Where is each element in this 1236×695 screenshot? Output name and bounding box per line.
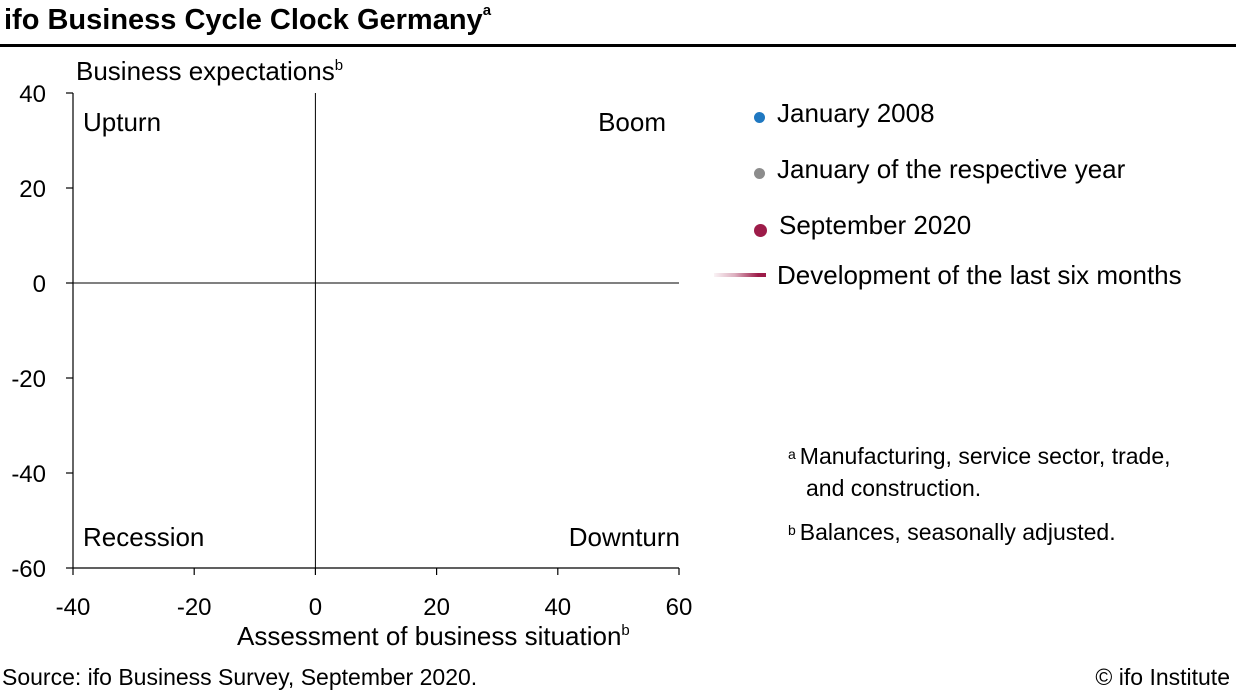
y-tick-label: -40	[11, 461, 46, 488]
footnote-b-line1: Balances, seasonally adjusted.	[799, 519, 1116, 545]
footnote-b-mark: b	[788, 522, 796, 538]
legend-label: January 2008	[777, 98, 935, 128]
footnote-a: a Manufacturing, service sector, trade,	[788, 440, 1171, 472]
chart-title-text: ifo Business Cycle Clock Germany	[4, 4, 483, 36]
legend-dot-red	[754, 224, 767, 237]
x-tick-label: 20	[423, 594, 450, 621]
footnote-a-cont: and construction.	[788, 472, 1171, 504]
y-tick-label: 20	[19, 176, 46, 203]
x-tick-label: -40	[56, 594, 91, 621]
y-tick-label: 0	[33, 271, 46, 298]
source-note: Source: ifo Business Survey, September 2…	[2, 664, 478, 690]
legend-label: September 2020	[779, 210, 972, 240]
y-tick-label: -60	[11, 556, 46, 583]
x-tick-label: 0	[309, 594, 322, 621]
chart-title: ifo Business Cycle Clock Germanya	[4, 2, 492, 37]
x-tick-label: -20	[177, 594, 212, 621]
legend-line-gradient	[714, 273, 766, 277]
copyright: © ifo Institute	[1095, 664, 1230, 690]
y-axis-label: Business expectationsb	[76, 56, 343, 86]
quadrant-label-upturn: Upturn	[83, 107, 161, 137]
quadrant-label-recession: Recession	[83, 522, 204, 552]
legend-dot-gray	[754, 168, 765, 179]
footnotes: a Manufacturing, service sector, trade, a…	[788, 440, 1171, 548]
y-tick-label: -20	[11, 366, 46, 393]
footnote-a-mark: a	[788, 446, 796, 462]
title-divider	[0, 44, 1236, 47]
legend-label: January of the respective year	[777, 154, 1126, 184]
x-axis-label: Assessment of business situationb	[237, 621, 630, 651]
quadrant-label-boom: Boom	[598, 107, 666, 137]
legend-dot-blue	[754, 112, 765, 123]
x-tick-label: 60	[666, 594, 693, 621]
footnote-b: b Balances, seasonally adjusted.	[788, 516, 1171, 548]
x-tick-label: 40	[544, 594, 571, 621]
footnote-a-line1: Manufacturing, service sector, trade,	[799, 443, 1171, 469]
legend-label: Development of the last six months	[777, 260, 1182, 290]
chart-title-footnote-mark: a	[482, 2, 492, 19]
footnote-a-line2: and construction.	[806, 475, 982, 501]
y-tick-label: 40	[19, 81, 46, 108]
quadrant-label-downturn: Downturn	[569, 522, 680, 552]
